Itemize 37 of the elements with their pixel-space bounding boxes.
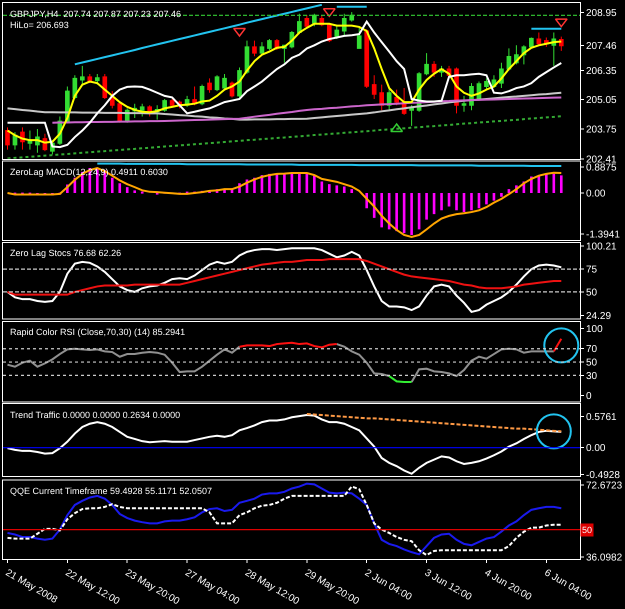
text: QQE Current Timeframe 59.4928 55.1171 52.0507: [10, 486, 212, 496]
x-tick-label: 27 May 04:00: [183, 567, 242, 608]
x-tick-label: 2 Jun 04:00: [362, 567, 414, 604]
y-tick-label: 50: [586, 358, 598, 369]
x-tick-label: 29 May 20:00: [302, 567, 362, 608]
text: Trend Traffic 0.0000 0.0000 0.2634 0.0000: [10, 410, 180, 420]
y-tick-label: 0.8875: [586, 162, 618, 174]
y-tick-label: 207.46: [586, 41, 618, 52]
y-tick-label: 24.29: [586, 310, 612, 322]
x-tick-label: 22 May 12:00: [63, 567, 122, 608]
y-tick-label: 100.21: [586, 242, 618, 253]
y-tick-label: -0.4928: [586, 470, 620, 481]
y-tick-label: 0.00: [586, 443, 606, 454]
y-tick-label: 0.5761: [586, 412, 618, 423]
text: Rapid Color RSI (Close,70,30) (14) 85.2941: [10, 327, 186, 337]
x-tick-label: 4 Jun 20:00: [482, 567, 534, 604]
x-tick-label: 21 May 2008: [3, 567, 60, 606]
x-tick-label: 6 Jun 04:00: [542, 567, 594, 604]
y-tick-label: -1.3941: [586, 229, 620, 240]
y-tick-label: 30: [586, 370, 598, 382]
y-tick-label: 75: [586, 264, 598, 276]
y-tick-label: 70: [586, 344, 598, 356]
x-tick-label: 28 May 12:00: [242, 567, 302, 608]
y-tick-label: 36.0982: [586, 552, 623, 564]
text: HiLo= 206.693: [10, 20, 69, 30]
y-tick-label: 203.75: [586, 124, 618, 136]
y-tick-label: 72.6723: [586, 480, 623, 492]
y-tick-label: 0.00: [586, 188, 606, 200]
y-tick-label: 206.35: [586, 66, 618, 78]
y-tick-label: 100: [586, 324, 604, 336]
x-tick-label: 3 Jun 12:00: [422, 567, 474, 604]
x-tick-label: 23 May 20:00: [123, 567, 182, 608]
y-tick-label: 0: [586, 390, 592, 402]
y-tick-label: 205.05: [586, 95, 618, 106]
y-tick-label: 50: [586, 287, 598, 298]
y-tick-label: 208.95: [586, 8, 618, 19]
text: Zero Lag Stocs 76.68 62.26: [10, 248, 122, 258]
